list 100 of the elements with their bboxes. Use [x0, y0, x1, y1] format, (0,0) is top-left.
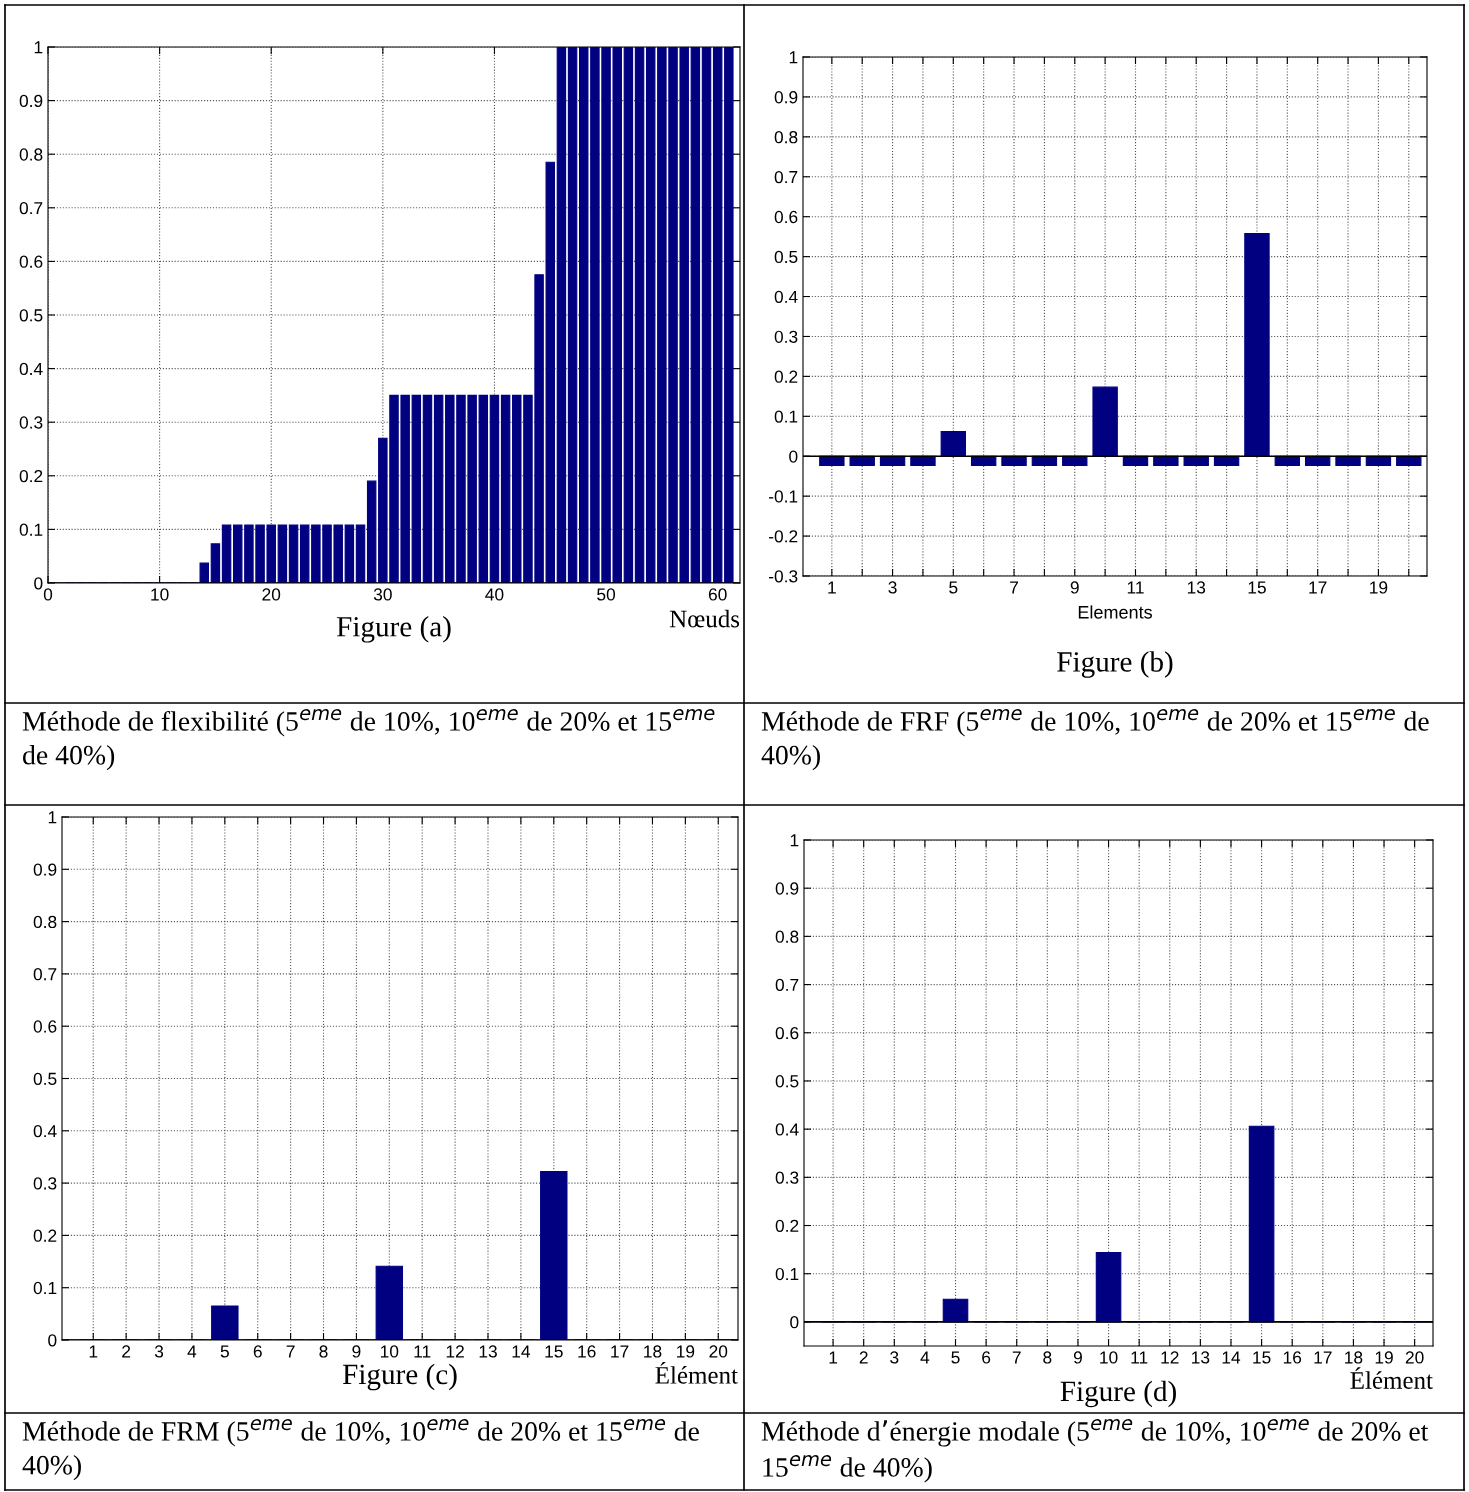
- y-tick-label: 0.6: [774, 210, 798, 224]
- text: Figure (d): [1060, 1380, 1176, 1408]
- y-tick-label: 0.5: [774, 250, 798, 264]
- x-tick-label: 11: [414, 1345, 431, 1358]
- x-axis-title: Nœuds: [669, 609, 740, 628]
- x-tick-label: 20: [1405, 1351, 1424, 1364]
- y-tick-label: 0.9: [775, 882, 799, 895]
- y-tick-label: 0.9: [19, 94, 43, 108]
- text: Méthode de FRM (5$^{eme}$ de 10%, 10$^{eme}$ de 20% et 15$^{eme}$ de 40%): [22, 1419, 699, 1481]
- y-tick-label: 0.1: [19, 523, 43, 536]
- text: Figure (c): [342, 1363, 457, 1391]
- y-tick-label: 0.1: [775, 1267, 799, 1281]
- x-tick-label: 6: [982, 1351, 991, 1364]
- y-tick-label: 0.6: [33, 1020, 57, 1033]
- x-tick-label: 9: [1073, 1351, 1082, 1364]
- x-tick-label: 40: [485, 588, 504, 601]
- x-axis-title: Élément: [655, 1362, 738, 1384]
- y-tick-label: 0.4: [775, 1123, 799, 1136]
- x-tick-label: 10: [151, 588, 169, 601]
- x-tick-label: 19: [1375, 1351, 1393, 1364]
- x-tick-label: 10: [1100, 1351, 1118, 1364]
- x-tick-label: 9: [1070, 581, 1079, 594]
- text: Méthode de flexibilité (5$^{eme}$ de 10%, 10$^{eme}$ de 20% et 15$^{eme}$ de 40%): [22, 709, 715, 771]
- x-tick-label: 1: [829, 1351, 838, 1364]
- y-tick-label: 0.1: [774, 410, 798, 423]
- x-tick-label: 6: [253, 1345, 262, 1358]
- x-tick-label: 19: [677, 1345, 695, 1358]
- y-tick-label: 0.7: [775, 978, 799, 992]
- y-tick-label: 1: [48, 811, 57, 824]
- y-tick-label: 1: [789, 51, 798, 64]
- x-tick-label: 7: [1012, 1351, 1021, 1364]
- x-axis-title: Élément: [1350, 1367, 1433, 1389]
- y-tick-label: 0.5: [33, 1072, 57, 1085]
- y-tick-label: -0.1: [769, 490, 798, 503]
- x-tick-label: 3: [890, 1351, 899, 1364]
- x-tick-label: 15: [1248, 581, 1266, 594]
- y-tick-label: -0.2: [769, 530, 798, 543]
- x-tick-label: 17: [1309, 581, 1327, 594]
- x-tick-label: 9: [352, 1345, 361, 1358]
- y-tick-label: 0.8: [33, 915, 57, 929]
- x-tick-label: 1: [828, 581, 836, 594]
- text: Méthode d’énergie modale (5$^{eme}$ de 10%, 10$^{eme}$ de 20% et 15$^{eme}$ de 40%): [761, 1419, 1429, 1483]
- x-axis-title: Elements: [1078, 605, 1152, 619]
- x-tick-label: 2: [859, 1351, 868, 1364]
- y-tick-label: 0.5: [775, 1075, 799, 1088]
- y-tick-label: 0.2: [33, 1229, 57, 1242]
- y-tick-label: -0.3: [769, 570, 798, 583]
- x-tick-label: 7: [1010, 581, 1018, 594]
- x-tick-label: 5: [220, 1345, 229, 1358]
- x-tick-label: 50: [597, 588, 616, 601]
- y-tick-label: 0.8: [774, 131, 798, 144]
- x-tick-label: 1: [89, 1345, 98, 1358]
- y-tick-label: 0.8: [19, 148, 43, 161]
- x-tick-label: 13: [1192, 1351, 1210, 1364]
- x-tick-label: 14: [512, 1345, 531, 1358]
- x-tick-label: 16: [578, 1345, 596, 1358]
- y-tick-label: 0.4: [33, 1124, 57, 1138]
- y-tick-label: 0.1: [33, 1281, 57, 1295]
- y-tick-label: 0: [790, 1316, 799, 1329]
- y-tick-label: 0.4: [19, 362, 43, 376]
- x-tick-label: 5: [949, 581, 958, 594]
- x-tick-label: 2: [122, 1345, 131, 1358]
- y-tick-label: 1: [34, 41, 43, 54]
- y-tick-label: 0.7: [774, 170, 798, 184]
- y-tick-label: 0: [789, 450, 798, 463]
- y-tick-label: 0.3: [33, 1177, 57, 1190]
- x-tick-label: 17: [1314, 1351, 1332, 1364]
- x-tick-label: 10: [380, 1345, 399, 1358]
- x-tick-label: 30: [373, 588, 392, 601]
- x-tick-label: 20: [262, 588, 281, 601]
- x-tick-label: 13: [479, 1345, 497, 1358]
- x-tick-label: 5: [951, 1351, 960, 1364]
- y-tick-label: 0.2: [19, 469, 43, 483]
- x-tick-label: 12: [446, 1345, 464, 1358]
- x-tick-label: 14: [1222, 1351, 1241, 1364]
- y-tick-label: 0: [48, 1334, 57, 1347]
- text: Méthode de FRF (5$^{eme}$ de 10%, 10$^{eme}$ de 20% et 15$^{eme}$ de 40%): [761, 709, 1429, 771]
- x-tick-label: 15: [545, 1345, 563, 1358]
- y-tick-label: 0.2: [774, 370, 798, 383]
- x-tick-label: 3: [154, 1345, 164, 1358]
- y-tick-label: 0.8: [775, 930, 799, 943]
- y-tick-label: 0.3: [775, 1171, 799, 1184]
- y-tick-label: 0.2: [775, 1219, 799, 1232]
- x-tick-label: 8: [319, 1345, 328, 1358]
- y-tick-label: 1: [790, 834, 799, 847]
- x-tick-label: 12: [1161, 1351, 1179, 1364]
- y-tick-label: 0.3: [19, 416, 43, 429]
- x-tick-label: 18: [1345, 1351, 1363, 1364]
- x-tick-label: 3: [888, 581, 897, 594]
- y-tick-label: 0.7: [33, 968, 57, 981]
- x-tick-label: 11: [1127, 581, 1144, 594]
- x-tick-label: 60: [708, 588, 727, 601]
- x-tick-label: 15: [1253, 1351, 1271, 1364]
- y-tick-label: 0.7: [19, 201, 43, 215]
- y-tick-label: 0.6: [19, 255, 43, 268]
- x-tick-label: 8: [1043, 1351, 1052, 1364]
- y-tick-label: 0.4: [774, 290, 798, 303]
- y-tick-label: 0.6: [775, 1026, 799, 1040]
- x-tick-label: 11: [1131, 1351, 1148, 1364]
- x-tick-label: 16: [1283, 1351, 1302, 1364]
